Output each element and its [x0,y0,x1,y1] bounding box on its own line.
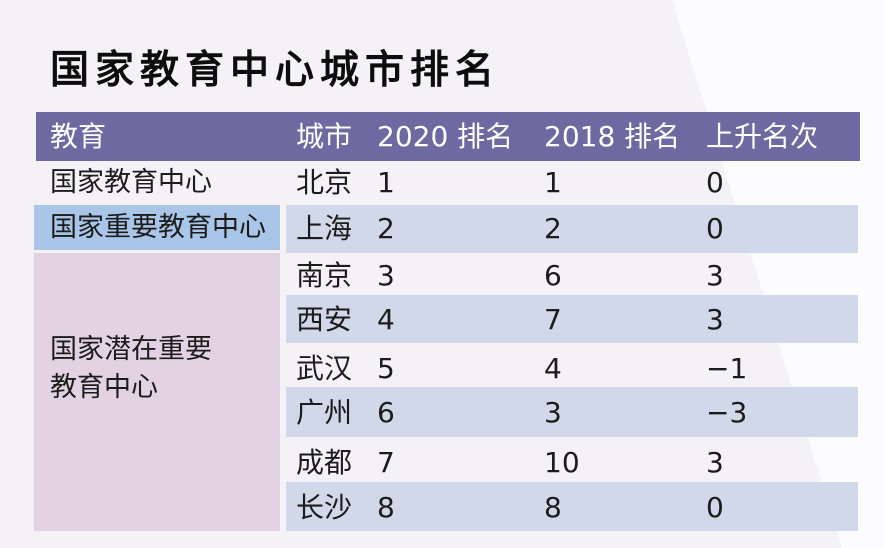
cell-city: 武汉 [296,352,353,385]
table-row: 上海 2 2 0 [286,205,858,253]
category-national-important-center: 国家重要教育中心 [34,205,280,250]
header-category: 教育 [50,120,107,153]
table-header: 教育 城市 2020 排名 2018 排名 上升名次 [36,112,860,161]
category-label: 国家重要教育中心 [50,212,266,243]
cell-rank-2018: 1 [544,166,562,199]
cell-city: 长沙 [296,491,353,524]
cell-rank-2020: 7 [377,446,395,479]
header-rank-2020: 2020 排名 [377,120,514,153]
cell-city: 北京 [296,166,353,199]
cell-rise: 0 [706,491,724,524]
cell-rise: 0 [706,212,724,245]
table-row: 北京 1 1 0 [286,161,858,205]
cell-rank-2018: 8 [544,491,562,524]
cell-rank-2018: 2 [544,212,562,245]
cell-city: 上海 [296,212,353,245]
cell-rank-2018: 6 [544,259,562,292]
cell-rank-2020: 2 [377,212,395,245]
cell-rank-2020: 6 [377,396,395,429]
category-label: 国家教育中心 [50,167,212,198]
cell-city: 南京 [296,259,353,292]
table-row: 长沙 8 8 0 [286,482,858,531]
cell-city: 广州 [296,396,353,429]
cell-rank-2018: 3 [544,396,562,429]
table-row: 广州 6 3 −3 [286,387,858,437]
cell-rank-2020: 8 [377,491,395,524]
table-row: 武汉 5 4 −1 [286,343,858,387]
cell-rise: −1 [706,352,748,385]
page-title: 国家教育中心城市排名 [50,48,501,93]
cell-rise: 0 [706,166,724,199]
cell-rise: 3 [706,259,724,292]
table-row: 南京 3 6 3 [286,253,858,295]
category-label-line1: 国家潜在重要 [50,334,212,365]
cell-rise: 3 [706,446,724,479]
cell-rank-2018: 7 [544,303,562,336]
cell-rise: 3 [706,303,724,336]
cell-city: 成都 [296,446,353,479]
header-rank-2018: 2018 排名 [544,120,681,153]
category-label-line2: 教育中心 [50,372,158,403]
table-row: 成都 7 10 3 [286,437,858,482]
cell-rank-2020: 4 [377,303,395,336]
cell-rank-2020: 3 [377,259,395,292]
header-city: 城市 [296,120,353,153]
cell-city: 西安 [296,303,353,336]
cell-rank-2018: 4 [544,352,562,385]
header-rise: 上升名次 [706,120,819,153]
category-national-potential-center: 国家潜在重要 教育中心 [34,253,280,531]
cell-rank-2018: 10 [544,446,580,479]
cell-rise: −3 [706,396,748,429]
table-row: 西安 4 7 3 [286,295,858,343]
cell-rank-2020: 5 [377,352,395,385]
cell-rank-2020: 1 [377,166,395,199]
category-national-center: 国家教育中心 [34,161,280,205]
